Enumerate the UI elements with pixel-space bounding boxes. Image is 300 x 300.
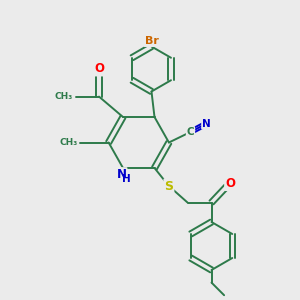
Text: N: N <box>116 168 127 181</box>
Text: CH₃: CH₃ <box>60 138 78 147</box>
Text: O: O <box>94 62 104 76</box>
Text: S: S <box>164 179 173 193</box>
Text: CH₃: CH₃ <box>55 92 73 101</box>
Text: O: O <box>225 177 235 190</box>
Text: N: N <box>202 118 211 129</box>
Text: C: C <box>187 127 194 137</box>
Text: Br: Br <box>145 36 158 46</box>
Text: H: H <box>122 174 131 184</box>
